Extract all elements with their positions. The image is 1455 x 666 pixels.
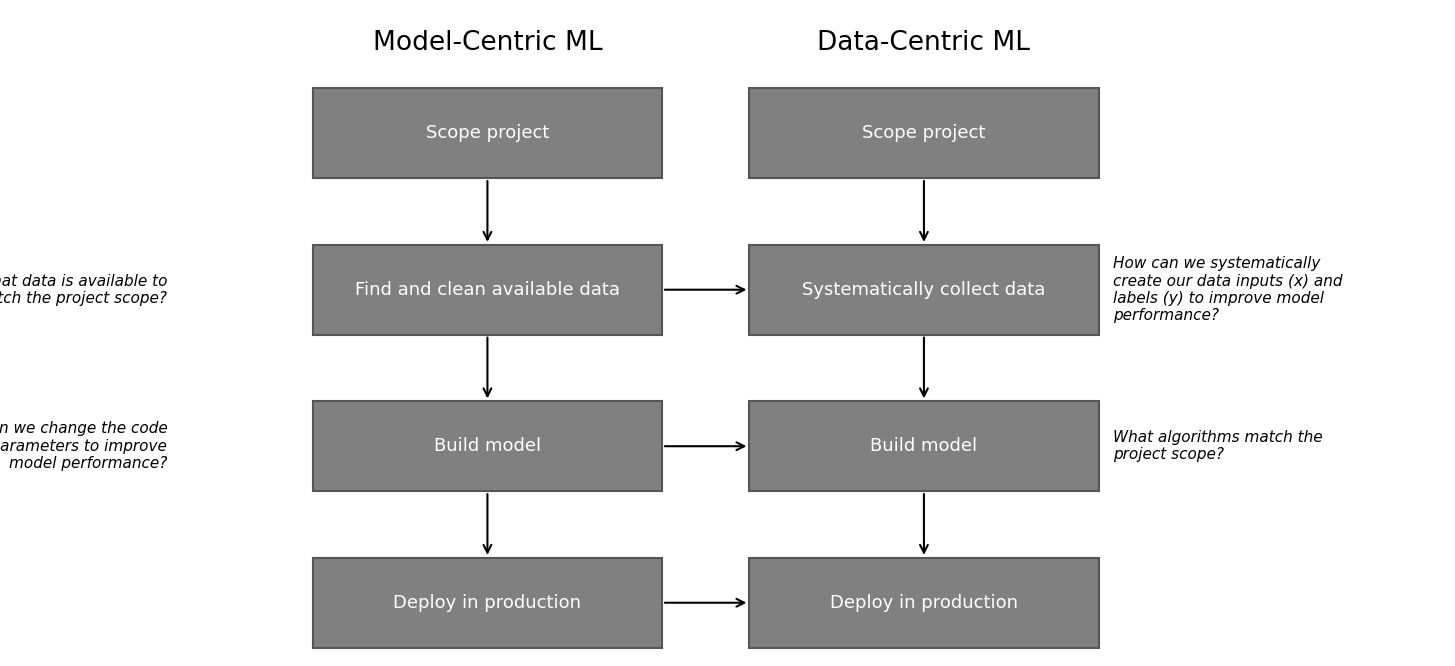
Text: Build model: Build model xyxy=(870,437,978,456)
FancyBboxPatch shape xyxy=(749,89,1099,178)
FancyBboxPatch shape xyxy=(313,558,662,647)
Text: Model-Centric ML: Model-Centric ML xyxy=(372,30,602,57)
Text: What algorithms match the
project scope?: What algorithms match the project scope? xyxy=(1113,430,1323,462)
Text: How can we change the code
and parameters to improve
model performance?: How can we change the code and parameter… xyxy=(0,422,167,471)
Text: Data-Centric ML: Data-Centric ML xyxy=(818,30,1030,57)
Text: Systematically collect data: Systematically collect data xyxy=(802,280,1046,299)
FancyBboxPatch shape xyxy=(749,245,1099,335)
Text: Deploy in production: Deploy in production xyxy=(393,593,582,612)
FancyBboxPatch shape xyxy=(749,558,1099,647)
Text: How can we systematically
create our data inputs (x) and
labels (y) to improve m: How can we systematically create our dat… xyxy=(1113,256,1343,323)
Text: Scope project: Scope project xyxy=(426,124,549,143)
Text: Build model: Build model xyxy=(434,437,541,456)
Text: Find and clean available data: Find and clean available data xyxy=(355,280,620,299)
FancyBboxPatch shape xyxy=(313,401,662,492)
FancyBboxPatch shape xyxy=(313,245,662,335)
Text: Deploy in production: Deploy in production xyxy=(829,593,1018,612)
FancyBboxPatch shape xyxy=(313,89,662,178)
Text: What data is available to
match the project scope?: What data is available to match the proj… xyxy=(0,274,167,306)
FancyBboxPatch shape xyxy=(749,401,1099,492)
Text: Scope project: Scope project xyxy=(863,124,985,143)
